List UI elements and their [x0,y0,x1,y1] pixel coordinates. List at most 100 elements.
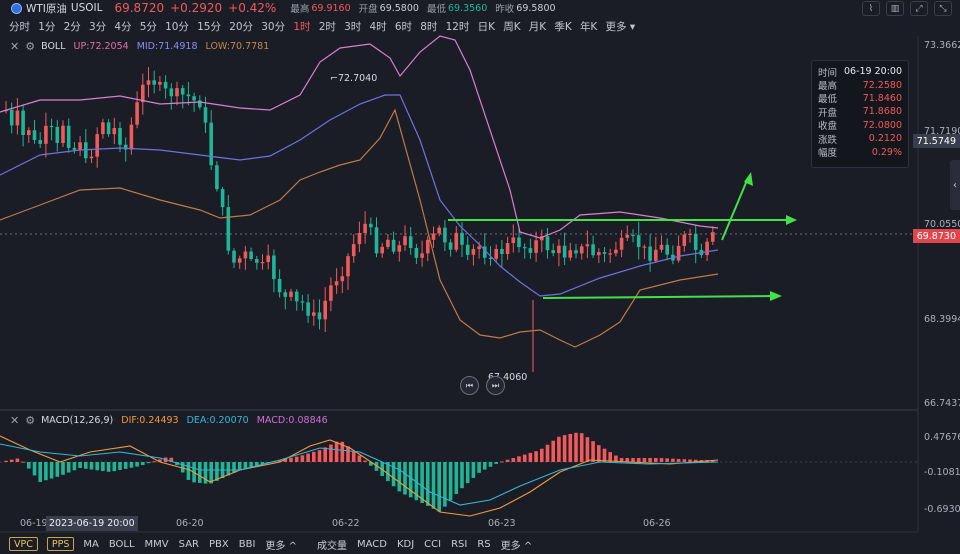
info-value: 72.2580 [862,79,902,91]
period-tab[interactable]: 4时 [369,20,387,33]
gear-icon[interactable]: ⚙ [25,39,36,53]
macd-histogram-bar [574,432,578,462]
scroll-back-button[interactable]: ⏮ [460,376,479,395]
candle-body [540,236,544,241]
period-tab[interactable]: 日K [477,20,496,33]
main-indicator-button[interactable]: SAR [178,538,199,550]
candle-body [614,249,618,254]
period-tab[interactable]: 8时 [420,20,438,33]
candle-body [192,96,196,101]
period-tab[interactable]: 月K [528,20,547,33]
period-tab[interactable]: 周K [503,20,521,33]
period-tab[interactable]: 年K [579,20,598,33]
candle-body [323,300,327,320]
candle-body [386,239,390,247]
period-tab[interactable]: 10分 [165,20,189,33]
macd-histogram-bar [346,446,350,462]
close-macd-icon[interactable]: ✕ [10,413,20,427]
period-tab[interactable]: 30分 [261,20,286,33]
info-row: 时间 06-19 20:00 [818,65,902,79]
macd-histogram-bar [186,462,191,480]
period-tab[interactable]: 2分 [63,20,81,33]
candle-body [682,234,687,246]
overlay-tag-button[interactable]: PPS [46,537,75,551]
main-indicator-button[interactable]: 更多 ^ [265,540,297,552]
candle-body [243,251,248,259]
high-annotation: ⌐72.7040 [330,73,377,84]
main-indicator-button[interactable]: PBX [208,538,229,550]
macd-histogram-bar [89,462,94,470]
period-tab[interactable]: 3分 [88,20,107,33]
main-indicator-button[interactable]: BBI [238,538,256,550]
candle-body [55,126,60,144]
chart-type-icon[interactable]: ⌇ [862,1,880,16]
period-tab[interactable]: 15分 [197,20,221,33]
candle-body [688,233,692,235]
period-tab[interactable]: 2时 [318,20,336,33]
stat-low-label: 最低 [426,4,446,15]
symbol-logo-icon [11,2,22,14]
overlay-tag-button[interactable]: VPC [9,537,38,551]
period-tab[interactable]: 20分 [229,20,254,33]
side-panel-toggle[interactable]: ‹ [950,160,960,210]
macd-histogram-bar [522,454,527,462]
close-indicator-icon[interactable]: ✕ [10,39,20,53]
arrowhead [786,215,797,225]
macd-histogram-bar [112,462,117,472]
sub-indicator-button[interactable]: RS [477,538,491,550]
sub-indicator-button[interactable]: CCI [424,538,442,550]
main-indicator-button[interactable]: MMV [144,538,169,550]
period-tab[interactable]: 5分 [139,20,157,33]
period-tab[interactable]: 3时 [344,20,362,33]
sub-indicator-button[interactable]: 更多 ^ [500,540,533,552]
sub-indicator-button[interactable]: KDJ [396,538,415,550]
macd-histogram-bar [323,447,327,462]
collapse-icon[interactable]: ⤡ [934,1,952,16]
macd-histogram-bar [597,445,601,462]
period-tab[interactable]: 6时 [394,20,412,33]
macd-histogram-bar [465,462,470,484]
macd-dea-line [0,443,719,506]
main-indicator-button[interactable]: BOLL [108,538,135,550]
candle-body [21,110,25,136]
info-value: 72.0800 [862,119,902,131]
symbol-name[interactable]: WTI原油 [26,2,67,15]
candle-body [380,246,384,254]
macd-gear-icon[interactable]: ⚙ [25,413,36,427]
sub-indicator-button[interactable]: RSI [451,538,468,550]
period-tab[interactable]: 12时 [445,20,470,33]
fullscreen-icon[interactable]: ⤢ [910,1,928,16]
macd-histogram-bar [414,462,419,501]
boll-up-value: UP:72.2054 [73,40,129,52]
candle-body [619,237,624,250]
current-price-tag: 69.8730 [912,229,960,243]
x-tick-label: 06-19 [20,518,48,529]
candle-body [391,239,396,252]
period-tab[interactable]: 1分 [38,20,56,33]
candle-body [397,245,402,252]
macd-histogram-bar [78,462,82,469]
macd-histogram-bar [169,457,174,462]
sub-indicator-button[interactable]: MACD [356,538,387,550]
macd-histogram-bar [55,462,60,477]
candle-settings-icon[interactable]: ▥ [886,1,904,16]
period-tab[interactable]: 4分 [114,20,132,33]
scroll-forward-button[interactable]: ⏭ [486,376,505,395]
macd-histogram-bar [682,459,687,462]
main-indicator-button[interactable]: MA [83,538,99,550]
period-tab[interactable]: 分时 [9,20,30,33]
skip-back-icon: ⏮ [465,380,474,390]
candle-body [369,223,373,228]
macd-histogram-bar [676,458,681,462]
period-tab[interactable]: 1时 [293,20,311,33]
period-tab[interactable]: 更多 ▾ [605,20,636,33]
macd-histogram-bar [27,462,31,469]
candle-body [152,80,156,85]
sub-indicator-button[interactable]: 成交量 [316,540,347,552]
info-row: 涨跌 0.2120 [818,132,902,146]
candle-body [517,237,521,248]
candle-body [431,233,436,240]
period-tab[interactable]: 季K [554,20,572,33]
macd-histogram-bar [494,462,498,464]
